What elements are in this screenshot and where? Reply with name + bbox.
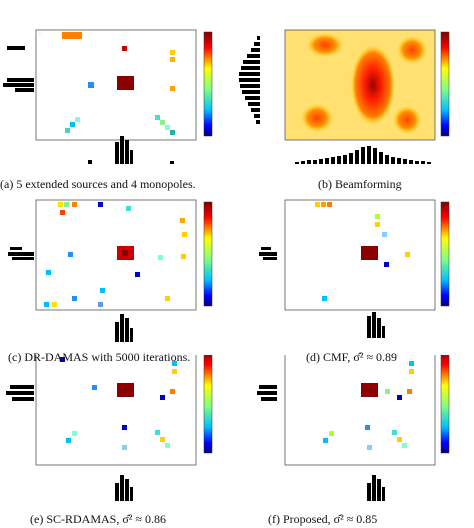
panel-c	[0, 192, 237, 347]
sc-rdamas-map	[6, 346, 213, 501]
proposed-map	[257, 346, 450, 501]
caption-d: (d) CMF, σ̂² ≈ 0.89	[306, 350, 398, 364]
panel-b	[237, 0, 474, 172]
beamforming-map	[239, 29, 450, 164]
panel-d	[237, 192, 474, 347]
caption-f: (f) Proposed, σ̂² ≈ 0.85	[268, 512, 378, 526]
caption-e: (e) SC-RDAMAS, σ̂² ≈ 0.86	[30, 512, 166, 526]
cmf-map	[259, 199, 450, 338]
caption-c: (c) DR-DAMAS with 5000 iterations.	[8, 350, 191, 364]
caption-a: (a) 5 extended sources and 4 monopoles.	[0, 177, 196, 191]
caption-b: (b) Beamforming	[318, 177, 402, 191]
panel-e	[0, 346, 237, 510]
panel-f	[237, 346, 474, 510]
dr-damas-map	[8, 199, 213, 342]
source-map-a	[3, 29, 213, 164]
panel-a	[0, 0, 237, 172]
